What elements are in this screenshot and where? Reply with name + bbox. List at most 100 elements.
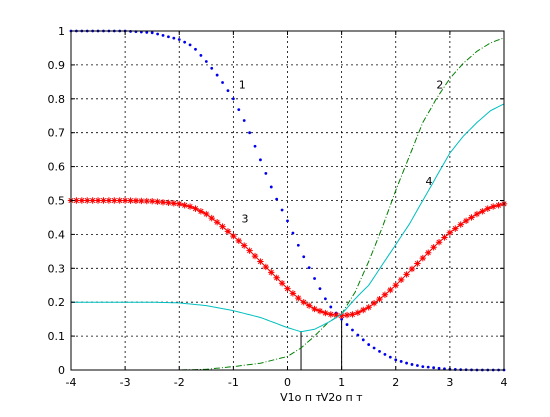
series-point xyxy=(188,43,192,47)
series-point xyxy=(489,203,497,210)
series-point xyxy=(186,203,194,210)
series-point xyxy=(284,285,291,292)
y-tick-label: 0.1 xyxy=(48,330,66,343)
series-point xyxy=(176,200,183,208)
series-point xyxy=(432,366,436,370)
series-point xyxy=(388,355,392,359)
series-point xyxy=(421,365,425,369)
series-point xyxy=(226,89,230,93)
series-point xyxy=(340,317,344,321)
series-point xyxy=(94,197,102,204)
series-point xyxy=(313,277,316,280)
series-point xyxy=(181,202,188,209)
series-point xyxy=(275,197,279,201)
x-tick-label: 0 xyxy=(284,376,291,389)
series-point xyxy=(479,208,486,215)
series-point xyxy=(361,338,365,342)
series-point xyxy=(333,311,340,319)
series-point xyxy=(329,305,333,309)
series-point xyxy=(111,197,118,204)
tick-labels: -4 -3 -2 -1 0 1 2 3 4 0 0.1 0.2 0.3 0.4 0.5 0.6 0.7 0.8 0.… xyxy=(48,25,508,389)
series-point xyxy=(345,323,349,326)
x-tick-label: 3 xyxy=(446,376,453,389)
series-point xyxy=(338,312,345,319)
series-point xyxy=(132,197,140,204)
series-point xyxy=(154,198,161,205)
x-tick-label: 1 xyxy=(338,376,345,389)
series-point xyxy=(322,309,329,317)
series-point xyxy=(343,311,351,319)
series-point xyxy=(224,228,232,235)
series-point xyxy=(327,311,334,318)
series-point xyxy=(246,247,253,254)
series-label: 2 xyxy=(436,79,443,92)
series-labels: 1 2 3 4 xyxy=(239,79,444,226)
series-point xyxy=(204,60,208,63)
series-point xyxy=(392,282,399,289)
series-point xyxy=(89,197,96,204)
y-tick-label: 0.4 xyxy=(48,228,66,241)
series-point xyxy=(237,108,241,112)
series-point xyxy=(360,306,367,314)
series-point xyxy=(419,254,427,262)
series-point xyxy=(425,249,432,256)
series-point xyxy=(210,66,214,70)
series-line xyxy=(71,103,505,333)
series-point xyxy=(484,205,491,212)
series-point xyxy=(414,260,421,267)
series-point xyxy=(443,367,446,371)
series-point xyxy=(462,217,470,225)
x-tick-label: -2 xyxy=(174,376,185,389)
series-point xyxy=(441,234,448,241)
series-point xyxy=(300,299,307,306)
series-point xyxy=(264,171,268,175)
series-point xyxy=(365,304,372,311)
series-point xyxy=(127,197,134,204)
series-point xyxy=(197,208,205,215)
series-point xyxy=(387,286,394,294)
series-point xyxy=(177,38,181,41)
x-tick-label: 4 xyxy=(501,376,508,389)
series-point xyxy=(219,223,226,230)
series-label: 1 xyxy=(239,79,246,92)
series-point xyxy=(473,210,481,218)
series-1 xyxy=(69,29,506,372)
series-point xyxy=(397,276,405,284)
series-point xyxy=(145,30,149,34)
series-point xyxy=(84,197,91,204)
series-point xyxy=(192,205,199,212)
series-point xyxy=(78,197,86,204)
series-point xyxy=(372,346,376,350)
series-point xyxy=(354,309,362,316)
y-tick-label: 0.8 xyxy=(48,93,66,106)
series-point xyxy=(159,199,167,206)
series-point xyxy=(213,218,221,226)
y-tick-label: 0.6 xyxy=(48,161,66,174)
x-tick-label: -3 xyxy=(120,376,131,389)
series-point xyxy=(161,34,165,37)
series-2 xyxy=(71,37,505,371)
series-point xyxy=(273,274,280,281)
series-point xyxy=(302,255,306,259)
series-point xyxy=(241,242,248,249)
series-label: 4 xyxy=(426,175,433,188)
series-point xyxy=(248,131,252,135)
series-point xyxy=(426,365,430,369)
optimum-label: V2о п т xyxy=(321,391,363,404)
series-label: 3 xyxy=(241,213,248,226)
x-tick-label: 2 xyxy=(392,376,399,389)
y-tick-label: 0 xyxy=(58,364,65,377)
series-point xyxy=(403,271,410,278)
series-4 xyxy=(71,103,505,333)
series-point xyxy=(318,287,322,291)
series-point xyxy=(199,54,203,57)
series-point xyxy=(383,353,387,356)
series-3 xyxy=(67,197,508,319)
series-point xyxy=(235,237,242,245)
series-point xyxy=(446,229,454,236)
optimum-label: V1о п т xyxy=(280,391,322,404)
series-point xyxy=(105,197,113,204)
series-point xyxy=(170,200,178,207)
series-point xyxy=(143,197,150,205)
